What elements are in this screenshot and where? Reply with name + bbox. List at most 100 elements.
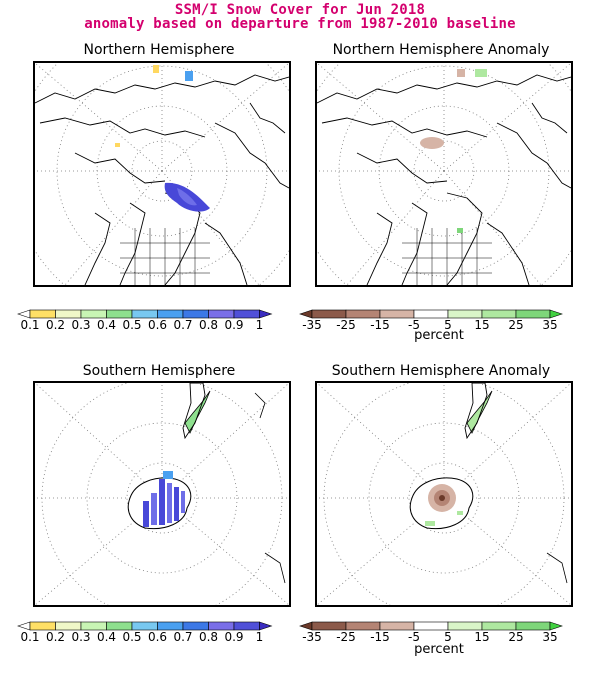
nh-map-svg	[35, 63, 289, 285]
colorbar-unit-top: percent	[414, 328, 464, 343]
sh-anomaly-brown-core	[439, 495, 445, 501]
anomaly-bottom-arrow-high	[549, 621, 563, 631]
anomaly-bottom-tick-label: 25	[508, 630, 523, 644]
anomaly-bottom-tick-label: -25	[336, 630, 356, 644]
colorbar-unit-bottom: percent	[414, 642, 464, 657]
cover-bottom-segment	[157, 621, 184, 631]
anomaly-top-tick-label: 35	[542, 318, 557, 332]
cover-bottom-tick-label: 0.4	[97, 630, 116, 644]
nh-anomaly-brown-patch	[420, 137, 444, 149]
colorbar-anomaly-top: -35 -25 -15 -5 5 15 25 35	[299, 309, 563, 332]
cover-bottom-tick-label: 0.2	[46, 630, 65, 644]
sh-anomaly-graticule	[317, 383, 571, 605]
cover-bottom-tick-label: 0.1	[20, 630, 39, 644]
cover-top-tick-label: 0.5	[122, 318, 141, 332]
cover-top-tick-label: 0.1	[20, 318, 39, 332]
sh-south-america-snow	[184, 390, 211, 434]
anomaly-top-tick-label: -5	[408, 318, 420, 332]
cover-bottom-tick-label: 0.7	[173, 630, 192, 644]
map-southern-hemisphere	[33, 381, 291, 607]
anomaly-top-tick-label: 5	[444, 318, 452, 332]
nh-state-borders	[120, 228, 210, 285]
nh-anomaly-brown-patch-2	[457, 69, 465, 77]
cover-bottom-segment	[233, 621, 260, 631]
anomaly-top-segment	[379, 309, 415, 319]
cover-top-segment	[233, 309, 260, 319]
panel-title-sh-anomaly: Southern Hemisphere Anomaly	[331, 363, 551, 379]
nh-anomaly-green-patch-2	[457, 228, 463, 233]
anomaly-top-tick-label: 15	[474, 318, 489, 332]
nh-anomaly-map-svg	[317, 63, 571, 285]
cover-bottom-tick-label: 0.3	[71, 630, 90, 644]
cover-top-arrow-low	[17, 309, 31, 319]
figure-title-line-2: anomaly based on departure from 1987-201…	[84, 16, 516, 32]
anomaly-bottom-segment	[345, 621, 381, 631]
sh-map-svg	[35, 383, 289, 605]
anomaly-top-tick-label: -15	[370, 318, 390, 332]
cover-top-segment	[182, 309, 209, 319]
sh-anomaly-south-america-green	[466, 390, 493, 434]
map-northern-hemisphere-anomaly	[315, 61, 573, 287]
anomaly-bottom-tick-label: -15	[370, 630, 390, 644]
nh-anomaly-green-patch	[475, 69, 487, 77]
cover-bottom-segment	[29, 621, 56, 631]
cover-top-tick-label: 0.4	[97, 318, 116, 332]
cover-bottom-tick-label: 0.8	[199, 630, 218, 644]
panel-title-nh: Northern Hemisphere	[83, 42, 235, 58]
anomaly-bottom-tick-label: 15	[474, 630, 489, 644]
cover-bottom-segment	[182, 621, 209, 631]
map-southern-hemisphere-anomaly	[315, 381, 573, 607]
cover-bottom-tick-label: 0.6	[148, 630, 167, 644]
cover-bottom-arrow-high	[259, 621, 273, 631]
anomaly-bottom-arrow-low	[299, 621, 313, 631]
sh-anomaly-green-patch	[425, 521, 435, 526]
nh-snow-low-patch-2	[115, 143, 120, 147]
anomaly-bottom-tick-label: -35	[302, 630, 322, 644]
anomaly-top-segment	[515, 309, 551, 319]
cover-top-tick-label: 0.7	[173, 318, 192, 332]
cover-top-tick-label: 0.9	[224, 318, 243, 332]
anomaly-bottom-segment	[447, 621, 483, 631]
cover-top-segment	[131, 309, 158, 319]
anomaly-top-tick-label: 25	[508, 318, 523, 332]
cover-bottom-segment	[131, 621, 158, 631]
nh-snow-mid-region	[177, 188, 197, 206]
anomaly-top-segment	[447, 309, 483, 319]
cover-bottom-tick-label: 0.5	[122, 630, 141, 644]
nh-anomaly-state-borders	[402, 228, 492, 285]
cover-bottom-segment	[106, 621, 133, 631]
cover-bottom-tick-label: 1	[256, 630, 264, 644]
cover-top-segment	[80, 309, 107, 319]
anomaly-top-tick-label: -35	[302, 318, 322, 332]
anomaly-bottom-segment	[379, 621, 415, 631]
cover-bottom-segment	[80, 621, 107, 631]
cover-top-tick-label: 0.8	[199, 318, 218, 332]
cover-top-segment	[157, 309, 184, 319]
cover-top-tick-label: 0.6	[148, 318, 167, 332]
cover-top-segment	[106, 309, 133, 319]
cover-top-tick-label: 0.3	[71, 318, 90, 332]
map-northern-hemisphere	[33, 61, 291, 287]
sh-south-america-coast	[182, 383, 206, 440]
anomaly-top-tick-label: -25	[336, 318, 356, 332]
cover-bottom-tick-label: 0.9	[224, 630, 243, 644]
anomaly-bottom-segment	[311, 621, 347, 631]
cover-top-arrow-high	[259, 309, 273, 319]
anomaly-bottom-segment	[515, 621, 551, 631]
sh-antarctica-snow	[143, 471, 185, 527]
colorbar-snow-cover-top: 0.1 0.2 0.3 0.4 0.5 0.6 0.7 0.8 0.9 1	[17, 309, 273, 332]
colorbar-anomaly-bottom: -35 -25 -15 -5 5 15 25 35	[299, 621, 563, 644]
cover-top-segment	[208, 309, 235, 319]
panel-title-nh-anomaly: Northern Hemisphere Anomaly	[332, 42, 550, 58]
anomaly-top-arrow-high	[549, 309, 563, 319]
nh-anomaly-coastlines	[317, 74, 571, 285]
cover-top-segment	[29, 309, 56, 319]
cover-bottom-segment	[55, 621, 82, 631]
nh-snow-patch-2	[185, 71, 193, 81]
sh-australia-coast	[264, 552, 286, 584]
anomaly-bottom-segment	[413, 621, 449, 631]
sh-anomaly-map-svg	[317, 383, 571, 605]
anomaly-top-segment	[345, 309, 381, 319]
anomaly-bottom-tick-label: -5	[408, 630, 420, 644]
cover-top-tick-label: 0.2	[46, 318, 65, 332]
